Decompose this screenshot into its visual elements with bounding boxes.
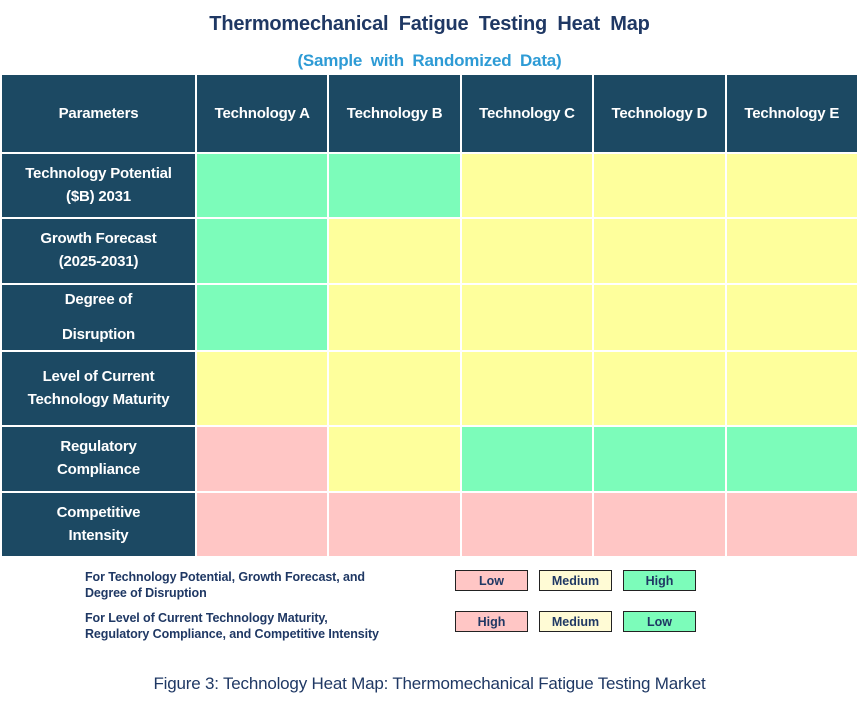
header-technology-e: Technology E bbox=[726, 75, 857, 152]
heatmap-cell bbox=[197, 285, 328, 350]
header-parameters: Parameters bbox=[2, 75, 195, 152]
heatmap-cell bbox=[594, 219, 725, 283]
legend-row: For Technology Potential, Growth Forecas… bbox=[85, 569, 785, 601]
legend-row: For Level of Current Technology Maturity… bbox=[85, 610, 785, 642]
heatmap-cell bbox=[461, 427, 593, 491]
legend-text: For Level of Current Technology Maturity… bbox=[85, 610, 445, 642]
heatmap-cell bbox=[594, 427, 725, 491]
row-label-line: Technology Potential bbox=[25, 164, 172, 182]
row-label-line: Intensity bbox=[68, 526, 129, 544]
heatmap-cell bbox=[197, 154, 328, 217]
heatmap-cell bbox=[726, 493, 857, 556]
heatmap-cell bbox=[197, 352, 328, 425]
heatmap-cell bbox=[726, 352, 857, 425]
legend-box-low: Low bbox=[455, 570, 528, 591]
legend-boxes: Low Medium High bbox=[455, 570, 696, 591]
row-label: Degree of Disruption bbox=[2, 285, 195, 350]
legend-box-low: Low bbox=[623, 611, 696, 632]
header-technology-c: Technology C bbox=[461, 75, 593, 152]
heatmap-cell bbox=[461, 285, 593, 350]
heatmap-cell bbox=[329, 154, 460, 217]
heatmap-cell bbox=[594, 154, 725, 217]
heatmap-table: Parameters Technology A Technology B Techno… bbox=[2, 75, 857, 556]
row-label-line: Technology Maturity bbox=[27, 390, 170, 408]
row-label-line: Level of Current bbox=[42, 367, 155, 385]
legend-box-medium: Medium bbox=[539, 570, 612, 591]
heatmap-cell bbox=[197, 493, 328, 556]
heatmap-cell bbox=[329, 352, 460, 425]
legend-box-high: High bbox=[623, 570, 696, 591]
heatmap-cell bbox=[461, 493, 593, 556]
heatmap-cell bbox=[726, 285, 857, 350]
figure-caption: Figure 3: Technology Heat Map: Thermomec… bbox=[153, 674, 706, 693]
heatmap-cell bbox=[594, 285, 725, 350]
page-subtitle: (Sample with Randomized Data) bbox=[297, 51, 562, 70]
heatmap-cell bbox=[726, 427, 857, 491]
row-label-line: Disruption bbox=[62, 325, 135, 343]
legend-text-line: Regulatory Compliance, and Competitive I… bbox=[85, 627, 379, 641]
row-label-line: ($B) 2031 bbox=[66, 187, 131, 205]
legend-box-high: High bbox=[455, 611, 528, 632]
header-technology-a: Technology A bbox=[197, 75, 328, 152]
row-label: Growth Forecast (2025-2031) bbox=[2, 219, 195, 283]
heatmap-cell bbox=[726, 154, 857, 217]
legend: For Technology Potential, Growth Forecas… bbox=[85, 569, 785, 642]
heatmap-cell bbox=[461, 154, 593, 217]
row-label: Competitive Intensity bbox=[2, 493, 195, 556]
row-label: Technology Potential ($B) 2031 bbox=[2, 154, 195, 217]
heatmap-cell bbox=[329, 285, 460, 350]
legend-text-line: Degree of Disruption bbox=[85, 586, 207, 600]
heatmap-cell bbox=[726, 219, 857, 283]
legend-text-line: For Technology Potential, Growth Forecas… bbox=[85, 570, 365, 584]
header-technology-b: Technology B bbox=[329, 75, 460, 152]
page-title: Thermomechanical Fatigue Testing Heat Ma… bbox=[209, 13, 650, 35]
legend-box-medium: Medium bbox=[539, 611, 612, 632]
legend-text: For Technology Potential, Growth Forecas… bbox=[85, 569, 445, 601]
heatmap-cell bbox=[329, 427, 460, 491]
legend-boxes: High Medium Low bbox=[455, 611, 696, 632]
row-label: Regulatory Compliance bbox=[2, 427, 195, 491]
heatmap-cell bbox=[197, 427, 328, 491]
heatmap-cell bbox=[329, 493, 460, 556]
heatmap-cell bbox=[594, 493, 725, 556]
heatmap-cell bbox=[461, 219, 593, 283]
row-label: Level of Current Technology Maturity bbox=[2, 352, 195, 425]
row-label-line: Compliance bbox=[56, 461, 141, 478]
row-label-line: Competitive bbox=[56, 503, 141, 521]
heatmap-cell bbox=[197, 219, 328, 283]
header-technology-d: Technology D bbox=[594, 75, 725, 152]
row-label-line: (2025-2031) bbox=[58, 253, 139, 270]
heatmap-cell bbox=[594, 352, 725, 425]
legend-text-line: For Level of Current Technology Maturity… bbox=[85, 611, 328, 625]
row-label-line: Degree of bbox=[64, 290, 133, 308]
heatmap-cell bbox=[461, 352, 593, 425]
row-label-line: Regulatory bbox=[60, 438, 137, 456]
row-label-line: Growth Forecast bbox=[40, 230, 157, 248]
heatmap-cell bbox=[329, 219, 460, 283]
